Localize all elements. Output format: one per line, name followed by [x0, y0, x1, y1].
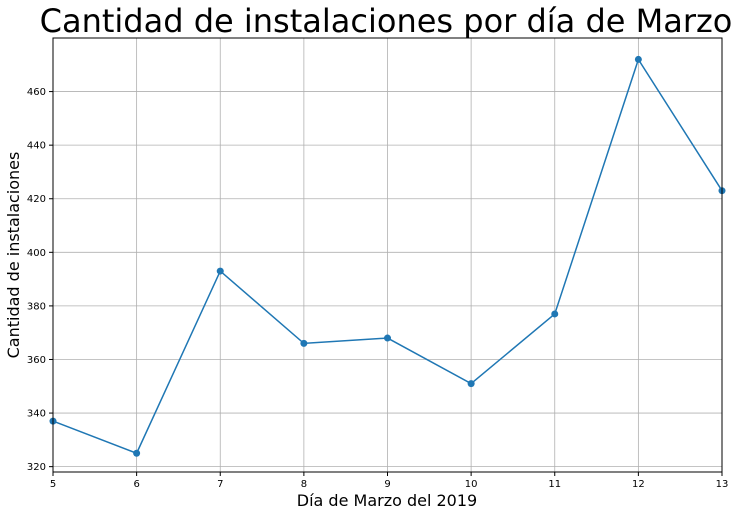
data-point [133, 449, 141, 457]
y-tick-label: 400 [27, 248, 46, 259]
x-tick-label: 6 [133, 479, 139, 490]
x-tick-label: 7 [217, 479, 223, 490]
series-layer [49, 55, 726, 457]
x-axis: 5 6 7 8 9 10 11 12 13 [50, 472, 729, 490]
grid [52, 38, 723, 472]
data-point [384, 334, 391, 342]
data-point [551, 310, 559, 318]
data-point [634, 55, 642, 63]
y-axis: 320 340 360 380 400 420 440 460 [27, 87, 53, 473]
x-tick-label: 12 [632, 479, 645, 490]
x-tick-label: 9 [384, 479, 390, 490]
x-tick-label: 10 [465, 479, 478, 490]
chart-title: Cantidad de instalaciones por día de Mar… [40, 2, 733, 40]
y-axis-label: Cantidad de instalaciones [4, 152, 23, 359]
data-point [300, 339, 308, 347]
x-tick-label: 8 [301, 479, 307, 490]
data-point [467, 380, 475, 388]
y-tick-label: 380 [27, 301, 46, 312]
y-tick-label: 320 [27, 462, 46, 473]
x-tick-label: 13 [716, 479, 729, 490]
y-tick-label: 340 [27, 409, 46, 420]
y-tick-label: 460 [27, 87, 46, 98]
x-tick-label: 11 [548, 479, 561, 490]
x-axis-label: Día de Marzo del 2019 [297, 491, 477, 510]
y-tick-label: 440 [27, 141, 46, 152]
data-point [216, 267, 224, 275]
x-tick-label: 5 [50, 479, 56, 490]
y-tick-label: 420 [27, 194, 46, 205]
y-tick-label: 360 [27, 355, 46, 366]
